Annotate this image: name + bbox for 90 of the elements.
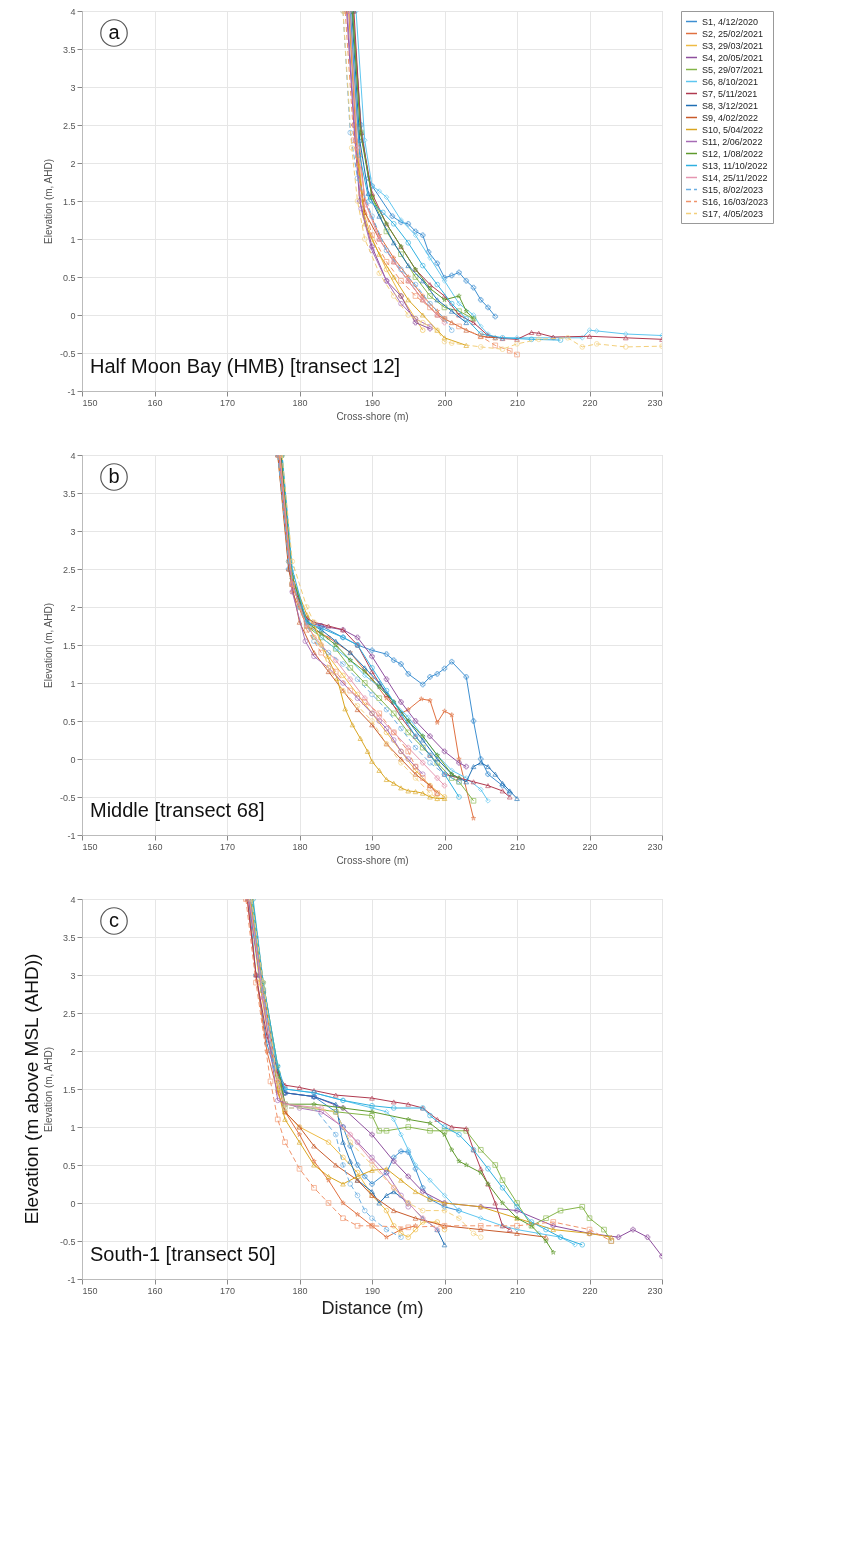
- x-tick-label: 210: [509, 841, 526, 852]
- x-tick-label: 180: [292, 397, 308, 408]
- y-tick-label: 0.5: [62, 716, 76, 727]
- y-tick-label: -0.5: [59, 792, 76, 803]
- legend-label: S16, 16/03/2023: [702, 196, 769, 207]
- legend-label: S11, 2/06/2022: [702, 136, 763, 147]
- y-tick-label: 1.5: [62, 196, 76, 207]
- y-tick-label: 3.5: [62, 488, 76, 499]
- y-tick-label: 1: [70, 678, 76, 689]
- x-tick-label: 220: [582, 1285, 598, 1296]
- x-tick-label: 150: [82, 841, 98, 852]
- y-tick-label: -0.5: [59, 1236, 76, 1247]
- legend-label: S2, 25/02/2021: [702, 28, 764, 39]
- x-tick-label: 230: [647, 1285, 663, 1296]
- legend-label: S13, 11/10/2022: [702, 160, 768, 171]
- x-tick-label: 170: [219, 841, 236, 852]
- y-tick-label: 0: [70, 310, 76, 321]
- text: Elevation (m above MSL (AHD)): [21, 953, 42, 1225]
- y-tick-label: 3.5: [62, 932, 76, 943]
- x-tick-label: 170: [219, 1285, 236, 1296]
- legend-label: S12, 1/08/2022: [702, 148, 764, 159]
- legend-label: S6, 8/10/2021: [702, 76, 759, 87]
- y-tick-label: 3: [70, 82, 76, 93]
- x-axis-title: Distance (m): [321, 1297, 424, 1318]
- y-tick-label: -1: [67, 830, 76, 841]
- y-tick-label: 1.5: [62, 640, 76, 651]
- legend-label: S4, 20/05/2021: [702, 52, 764, 63]
- x-tick-label: 150: [82, 1285, 98, 1296]
- y-tick-label: 3: [70, 526, 76, 537]
- y-tick-label: 0: [70, 754, 76, 765]
- x-tick-label: 190: [364, 397, 381, 408]
- y-tick-label: 0.5: [62, 1160, 76, 1171]
- x-tick-label: 230: [647, 397, 663, 408]
- y-tick-label: 1: [70, 1122, 76, 1133]
- y-tick-label: 4: [70, 894, 76, 905]
- legend-label: S1, 4/12/2020: [702, 16, 759, 27]
- y-tick-label: 0.5: [62, 272, 76, 283]
- y-axis-title: Elevation (m, AHD): [42, 602, 54, 689]
- x-tick-label: 220: [582, 841, 598, 852]
- annotation: b: [108, 465, 120, 487]
- y-tick-label: 1: [70, 234, 76, 245]
- y-tick-label: 2.5: [62, 564, 76, 575]
- x-axis-title: Cross-shore (m): [336, 410, 409, 422]
- annotation: Middle [transect 68]: [90, 799, 265, 821]
- x-tick-label: 220: [582, 397, 598, 408]
- y-tick-label: 2: [70, 602, 76, 613]
- y-tick-label: 4: [70, 450, 76, 461]
- x-tick-label: 190: [364, 841, 381, 852]
- annotation: Half Moon Bay (HMB) [transect 12]: [90, 355, 401, 377]
- legend-label: S10, 5/04/2022: [702, 124, 764, 135]
- legend-label: S7, 5/11/2021: [702, 88, 758, 99]
- x-axis-title: Cross-shore (m): [336, 854, 409, 866]
- legend-label: S17, 4/05/2023: [702, 208, 764, 219]
- y-axis-title: Elevation (m, AHD): [42, 158, 54, 245]
- legend-label: S15, 8/02/2023: [702, 184, 764, 195]
- y-tick-label: -1: [67, 1274, 76, 1285]
- annotation: a: [108, 21, 121, 43]
- x-tick-label: 190: [364, 1285, 381, 1296]
- legend-label: S14, 25/11/2022: [702, 172, 768, 183]
- y-tick-label: 4: [70, 6, 76, 17]
- legend-label: S8, 3/12/2021: [702, 100, 759, 111]
- x-tick-label: 160: [147, 1285, 163, 1296]
- y-tick-label: 2: [70, 158, 76, 169]
- x-tick-label: 200: [437, 1285, 453, 1296]
- y-tick-label: 3.5: [62, 44, 76, 55]
- legend-label: S3, 29/03/2021: [702, 40, 764, 51]
- y-tick-label: -0.5: [59, 348, 76, 359]
- y-tick-label: 2: [70, 1046, 76, 1057]
- annotation: c: [109, 909, 119, 931]
- x-tick-label: 210: [509, 397, 526, 408]
- y-axis-title: Elevation (m, AHD): [42, 1046, 54, 1133]
- y-tick-label: 2.5: [62, 120, 76, 131]
- legend-label: S5, 29/07/2021: [702, 64, 764, 75]
- x-tick-label: 200: [437, 397, 453, 408]
- legend-label: S9, 4/02/2022: [702, 112, 759, 123]
- x-tick-label: 150: [82, 397, 98, 408]
- x-tick-label: 210: [509, 1285, 526, 1296]
- y-tick-label: 0: [70, 1198, 76, 1209]
- y-tick-label: 1.5: [62, 1084, 76, 1095]
- x-tick-label: 160: [147, 841, 163, 852]
- x-tick-label: 170: [219, 397, 236, 408]
- x-tick-label: 200: [437, 841, 453, 852]
- y-tick-label: -1: [67, 386, 76, 397]
- y-tick-label: 2.5: [62, 1008, 76, 1019]
- x-tick-label: 230: [647, 841, 663, 852]
- x-tick-label: 160: [147, 397, 163, 408]
- x-tick-label: 180: [292, 1285, 308, 1296]
- y-tick-label: 3: [70, 970, 76, 981]
- annotation: South-1 [transect 50]: [90, 1243, 276, 1265]
- x-tick-label: 180: [292, 841, 308, 852]
